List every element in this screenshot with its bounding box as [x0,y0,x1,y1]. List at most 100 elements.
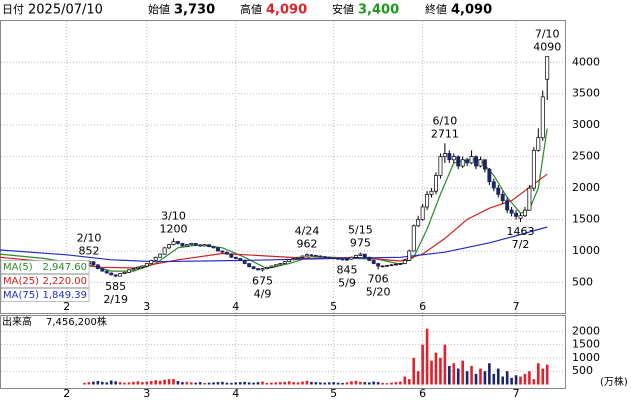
x-tick-label: 5 [330,387,337,400]
volume-bar [541,368,545,385]
candle-body [340,258,345,261]
volume-bar [519,376,522,385]
y-tick-label: 3000 [572,118,600,131]
volume-bar [114,381,117,385]
candle-body [140,265,145,268]
candle-body [95,264,100,269]
header-label: 高値 [240,2,262,16]
candle-body [362,253,367,258]
candle-body [496,187,501,195]
candle-body [176,241,180,244]
candle-body [207,244,212,247]
candle-body [238,258,243,261]
volume-bar [163,379,166,385]
volume-bar [528,371,531,385]
candle-body [242,260,247,264]
candle-body [531,149,536,189]
volume-bar [136,381,140,385]
volume-bar [127,382,131,385]
volume-bar [296,382,300,385]
annotation-value: 675 [252,274,273,287]
candle-body [429,190,434,195]
candle-body [189,243,194,246]
volume-bar [323,382,327,385]
volume-bar [479,368,482,385]
volume-bar [154,380,158,385]
candle-body [411,225,416,252]
annotation-value: 585 [105,280,126,293]
candle-body [313,255,318,257]
volume-bar [172,378,175,385]
volume-bar [283,381,287,385]
annotation-date: 7/2 [512,238,530,251]
annotation-date: 5/15 [348,224,373,237]
volume-bar [319,382,322,385]
volume-bar [221,381,224,385]
candle-body [322,256,327,258]
candle-body [442,153,447,157]
volume-bar [278,382,282,385]
volume-bar [452,363,456,385]
volume-bar [145,381,149,385]
x-tick-label: 7 [513,387,520,400]
volume-bar [141,382,144,385]
candle-body [260,268,265,271]
y-tick-label: 1000 [572,351,600,364]
annotation-value: 962 [296,237,317,250]
volume-bar [305,380,309,385]
volume-bar [488,363,491,385]
y-tick-label: 500 [572,364,593,377]
volume-bar [274,382,278,385]
candle-body [336,258,341,260]
candle-body [349,256,354,260]
volume-bar [443,344,447,385]
candle-body [100,268,105,272]
x-tick-label: 2 [63,300,70,313]
candle-body [425,194,430,208]
y-tick-label: 2000 [572,181,600,194]
volume-bar [385,383,389,385]
candle-body [104,270,109,274]
volume-bar [474,373,478,385]
volume-title: 出来高 [2,315,32,328]
volume-bar [448,365,451,385]
candle-body [393,263,398,266]
annotation-date: 3/10 [161,209,186,222]
candle-body [113,274,118,277]
volume-bar [109,380,113,385]
header-label: 安値 [332,2,354,16]
x-tick-label: 7 [513,300,520,313]
volume-bar [310,381,313,385]
volume-bar [492,373,496,385]
volume-bar [185,381,189,385]
candle-body [305,254,309,257]
x-tick-label: 5 [330,300,337,313]
volume-bar [381,382,384,385]
candle-body [131,268,136,271]
candle-body [474,156,478,167]
volume-bar [456,368,460,385]
candle-body [135,266,140,269]
candle-body [460,159,465,167]
volume-bar [439,357,442,385]
candle-body [158,253,163,258]
header-value: 4,090 [266,3,307,18]
candle-body [438,156,443,176]
candle-body [434,175,438,192]
candle-body [291,258,296,261]
annotation-value: 852 [78,244,99,257]
volume-bar [83,382,86,385]
date: 2025/07/10 [28,3,103,18]
candle-body [327,256,332,259]
candle-body [149,260,154,264]
annotation-value: 845 [337,264,358,277]
candle-body [264,266,269,269]
volume-bar [483,371,487,385]
candle-body [345,258,349,261]
volume-bar [390,382,393,385]
candle-body [216,247,220,252]
candle-body [198,244,203,247]
annotation-value: 4090 [533,41,561,54]
annotation-value: 1463 [507,225,535,238]
candle-body [309,254,314,256]
